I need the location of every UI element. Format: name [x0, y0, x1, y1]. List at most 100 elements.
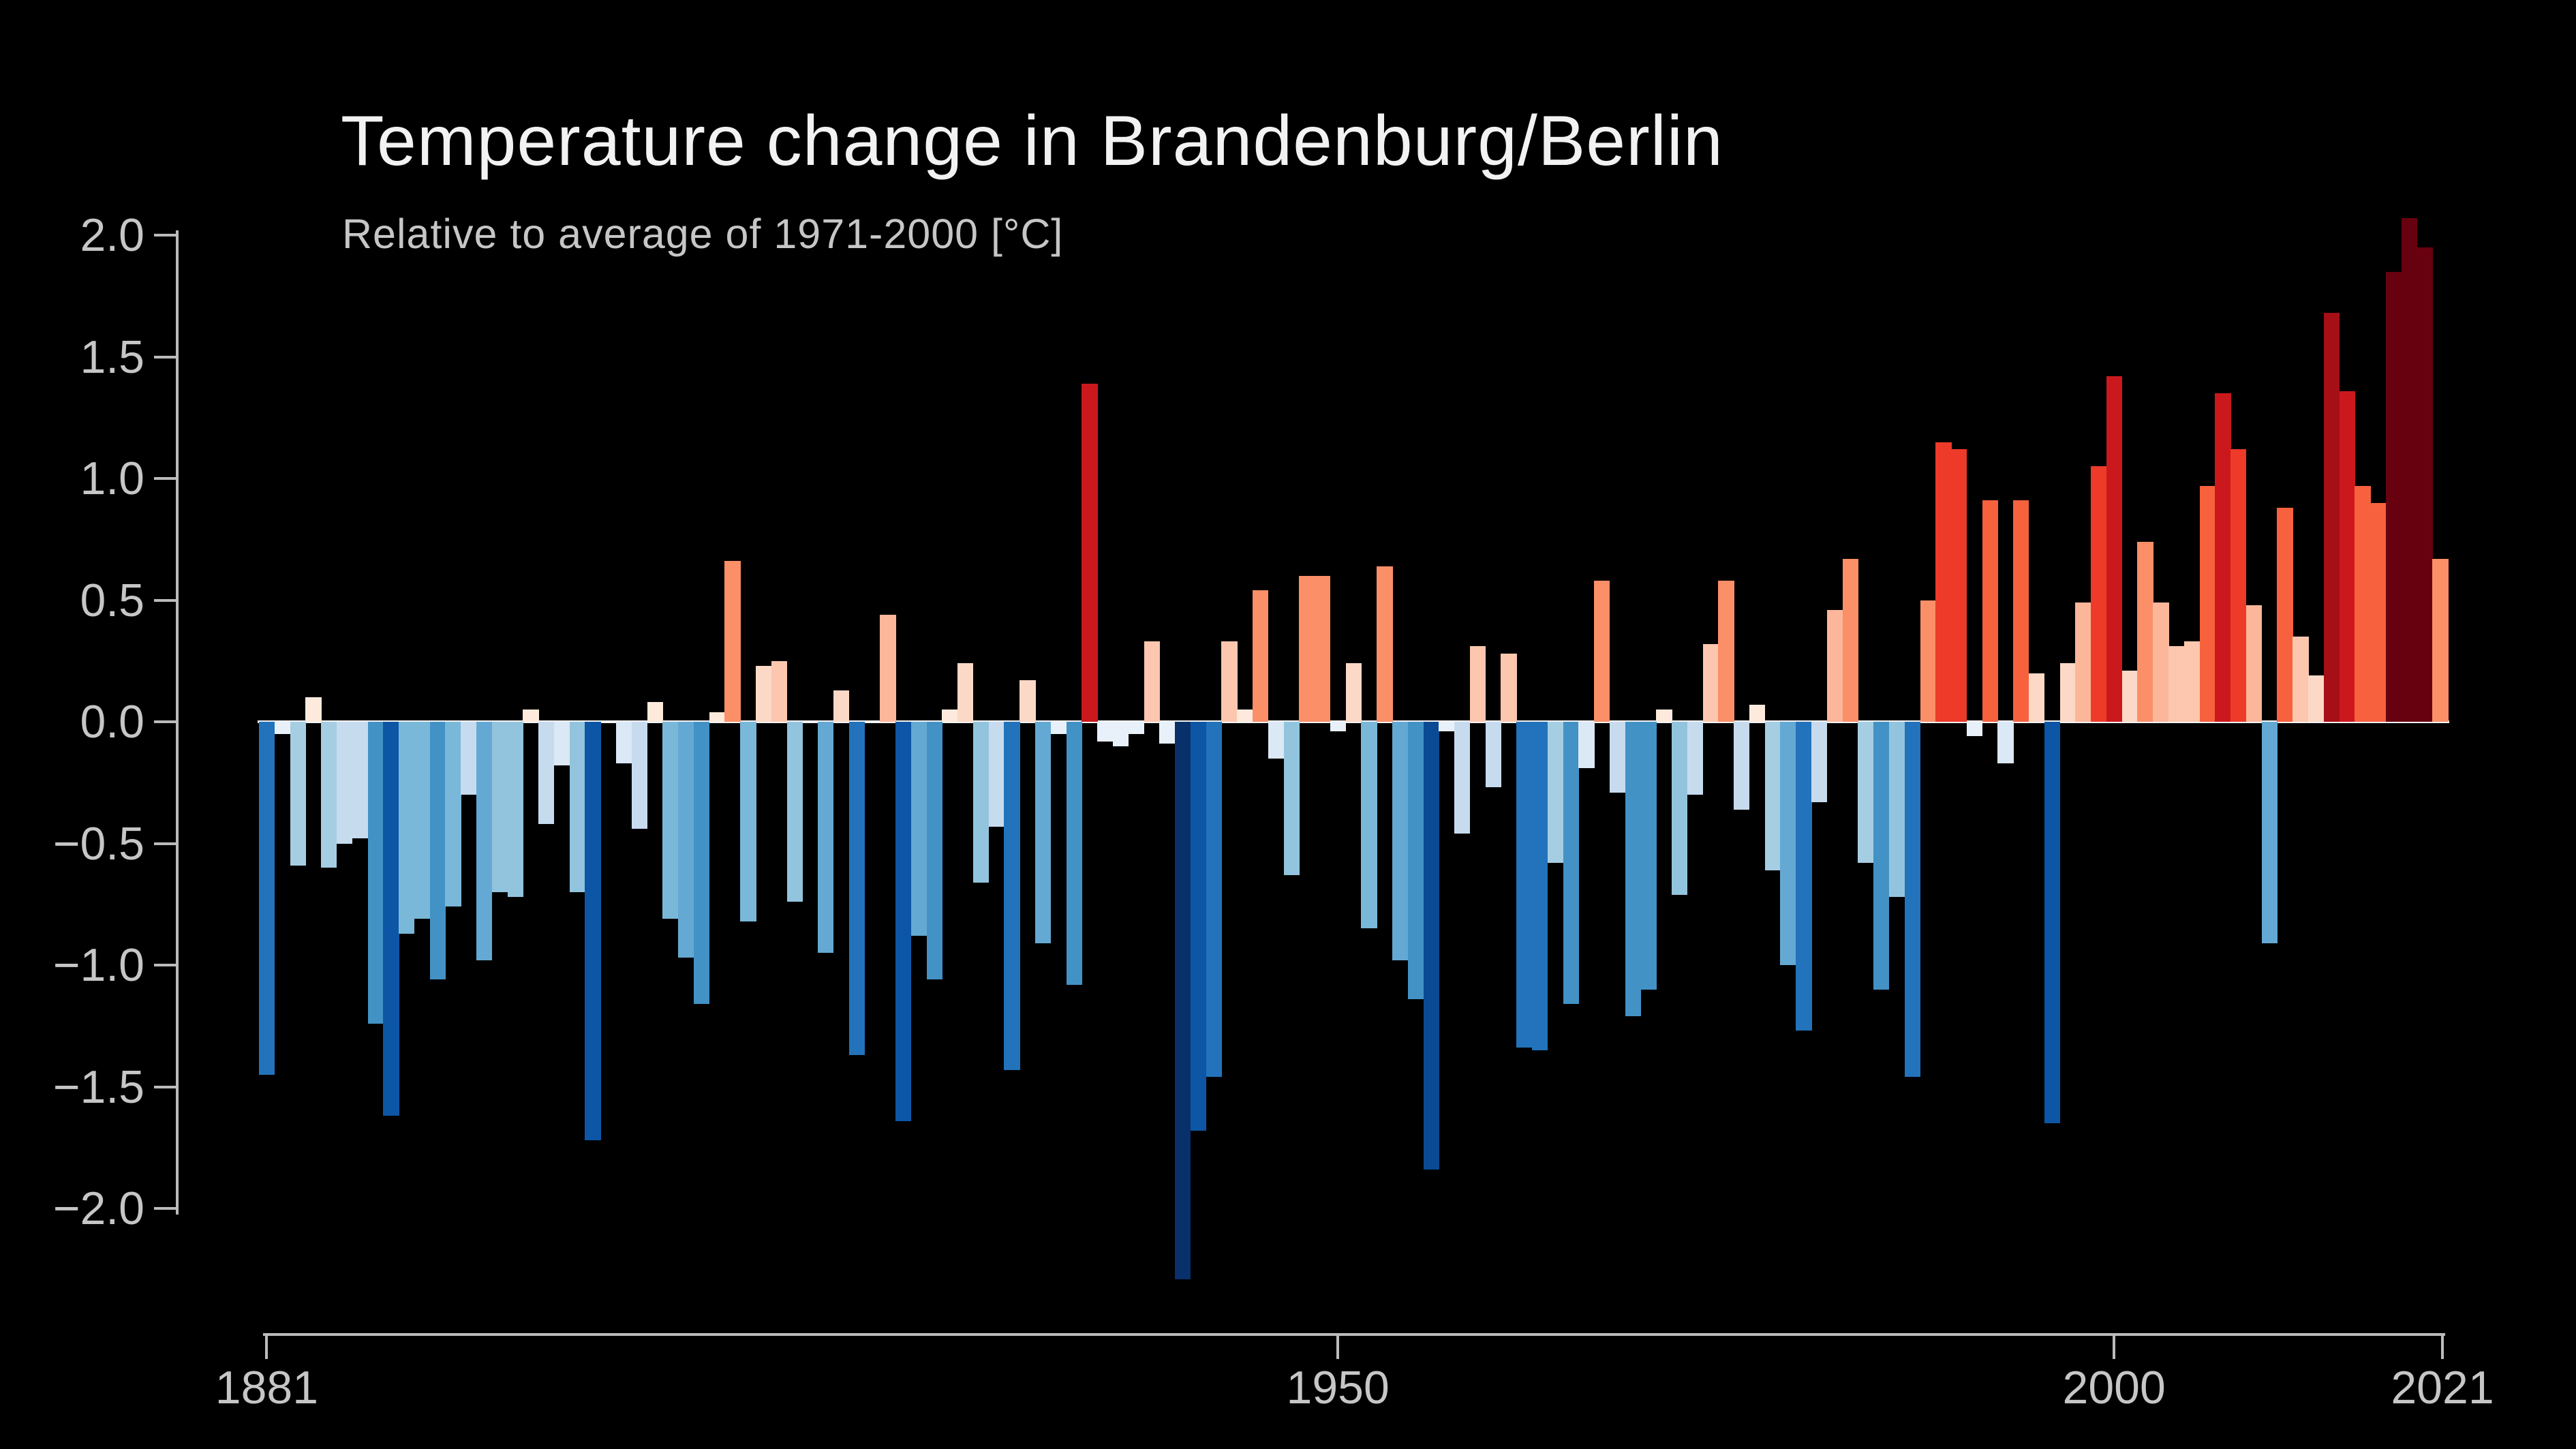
y-tick-label: −2.0	[52, 1183, 144, 1234]
y-tick-label: −0.5	[52, 817, 144, 870]
temperature-bar-1901	[569, 722, 585, 892]
x-axis-line	[263, 1333, 2445, 1336]
temperature-bar-1898	[523, 710, 539, 722]
temperature-bar-1922	[895, 722, 912, 1121]
temperature-bar-1943	[1221, 641, 1238, 722]
temperature-bar-1910	[709, 712, 725, 722]
temperature-bar-1981	[1811, 722, 1828, 802]
temperature-bar-2014	[2323, 313, 2340, 722]
y-tick-−1.0	[154, 964, 177, 966]
temperature-bar-1886	[336, 722, 353, 844]
temperature-bar-1889	[383, 722, 399, 1116]
x-tick-1950	[1336, 1333, 1340, 1359]
temperature-bar-1948	[1299, 575, 1315, 722]
temperature-bar-2004	[2168, 646, 2185, 722]
y-tick-−0.5	[154, 842, 177, 845]
temperature-bar-1973	[1687, 722, 1704, 795]
temperature-bar-1933	[1066, 722, 1082, 985]
temperature-bar-2000	[2106, 376, 2123, 722]
temperature-bar-1936	[1112, 722, 1129, 746]
temperature-bar-1978	[1764, 722, 1781, 870]
temperature-bar-1919	[848, 722, 865, 1056]
temperature-bar-1940	[1175, 722, 1191, 1279]
y-tick-label: 2.0	[80, 209, 144, 261]
temperature-bar-2019	[2401, 218, 2417, 722]
temperature-bar-1927	[972, 722, 990, 883]
temperature-bar-1914	[771, 660, 788, 722]
temperature-bar-1952	[1361, 722, 1377, 929]
temperature-bar-1955	[1407, 722, 1424, 999]
temperature-bar-1911	[724, 561, 741, 722]
temperature-bar-1946	[1268, 722, 1285, 759]
y-tick-label: −1.0	[52, 939, 144, 991]
temperature-bar-1949	[1315, 575, 1331, 722]
temperature-bar-1998	[2075, 603, 2091, 722]
temperature-bar-2009	[2245, 605, 2263, 722]
temperature-bar-1964	[1547, 722, 1564, 864]
temperature-bar-1982	[1826, 609, 1843, 722]
temperature-bar-2020	[2417, 247, 2433, 722]
temperature-bar-1937	[1128, 722, 1145, 734]
temperature-bar-2001	[2121, 671, 2138, 722]
temperature-bar-1908	[678, 722, 694, 958]
chart-subtitle: Relative to average of 1971-2000 [°C]	[342, 211, 1064, 257]
temperature-bar-2015	[2339, 391, 2355, 722]
temperature-bar-1918	[833, 690, 850, 722]
temperature-bar-1990	[1951, 449, 1967, 722]
temperature-bar-1994	[2013, 500, 2029, 722]
y-tick-label: 0.0	[80, 696, 144, 748]
temperature-bar-2007	[2215, 393, 2231, 722]
zero-baseline	[258, 720, 2449, 723]
temperature-bar-1956	[1423, 722, 1439, 1170]
temperature-bar-1989	[1935, 442, 1952, 722]
temperature-bar-2006	[2199, 485, 2215, 722]
y-tick-label: 1.0	[80, 453, 144, 504]
temperature-bar-1909	[693, 722, 710, 1005]
temperature-bar-1891	[414, 722, 431, 919]
temperature-bar-2008	[2230, 449, 2247, 722]
temperature-bar-1941	[1190, 722, 1207, 1131]
temperature-bar-1931	[1035, 722, 1052, 943]
y-tick-label: 1.5	[80, 331, 144, 383]
x-tick-label-1950: 1950	[1286, 1362, 1390, 1414]
temperature-bar-1923	[910, 722, 927, 936]
temperature-bar-1960	[1485, 722, 1501, 788]
temperature-bar-1971	[1656, 710, 1672, 722]
temperature-bar-1887	[352, 722, 369, 839]
temperature-bar-1963	[1532, 722, 1548, 1050]
y-tick-0.5	[154, 598, 177, 602]
temperature-bar-2005	[2183, 641, 2201, 722]
temperature-bar-1991	[1966, 722, 1983, 737]
temperature-bar-1944	[1237, 710, 1253, 722]
y-axis-line	[176, 230, 179, 1215]
temperature-bar-1954	[1392, 722, 1409, 960]
temperature-bar-1882	[274, 722, 291, 734]
temperature-bar-1906	[647, 702, 663, 722]
temperature-bar-1930	[1019, 680, 1036, 722]
temperature-bar-1939	[1159, 722, 1176, 744]
temperature-bar-2017	[2370, 502, 2387, 722]
temperature-bar-1934	[1082, 383, 1098, 722]
temperature-bar-1996	[2044, 722, 2061, 1123]
temperature-bar-1997	[2059, 663, 2076, 722]
temperature-bar-1966	[1578, 722, 1595, 768]
y-tick-−1.5	[154, 1085, 177, 1088]
temperature-bar-1999	[2091, 466, 2107, 722]
x-tick-2021	[2441, 1333, 2444, 1359]
temperature-bar-1884	[305, 697, 322, 722]
temperature-bar-1992	[1982, 500, 1998, 722]
temperature-bar-1932	[1050, 722, 1067, 734]
temperature-bar-1883	[290, 722, 306, 866]
y-tick-1.0	[154, 477, 177, 480]
temperature-bar-1935	[1097, 722, 1114, 742]
temperature-bar-2010	[2261, 722, 2278, 943]
x-tick-label-2000: 2000	[2062, 1362, 2166, 1414]
temperature-bar-1950	[1330, 722, 1347, 732]
temperature-bar-1947	[1283, 722, 1300, 875]
temperature-bar-1988	[1920, 600, 1936, 722]
temperature-bar-1986	[1888, 722, 1905, 897]
x-tick-label-2021: 2021	[2391, 1362, 2494, 1414]
temperature-bar-1979	[1780, 722, 1796, 965]
temperature-bar-1896	[491, 722, 508, 892]
x-tick-1881	[265, 1333, 269, 1359]
